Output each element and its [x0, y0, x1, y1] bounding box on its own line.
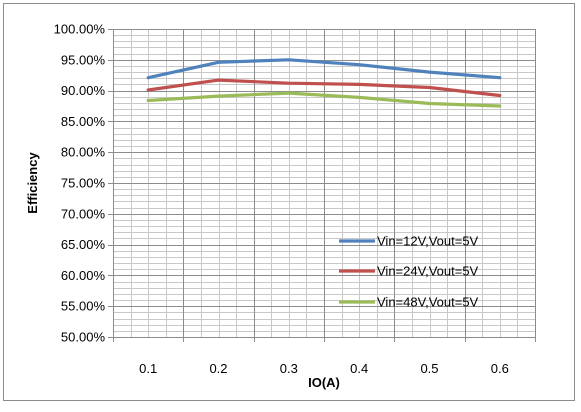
y-tick-label: 100.00%: [54, 22, 106, 37]
y-tick-label: 80.00%: [61, 145, 106, 160]
legend-label: Vin=48V,Vout=5V: [377, 295, 479, 310]
y-tick-label: 70.00%: [61, 206, 106, 221]
series-line: [146, 91, 502, 108]
x-axis-title: IO(A): [308, 375, 340, 390]
y-tick-label: 60.00%: [61, 268, 106, 283]
y-tick-label: 75.00%: [61, 176, 106, 191]
series-line: [146, 78, 502, 98]
series-line: [146, 58, 502, 80]
legend-label: Vin=12V,Vout=5V: [377, 234, 479, 249]
y-tick-label: 95.00%: [61, 52, 106, 67]
y-tick-label: 85.00%: [61, 114, 106, 129]
x-tick-label: 0.3: [280, 361, 298, 376]
x-tick-label: 0.4: [350, 361, 368, 376]
y-axis-ticks: 50.00% 55.00% 60.00% 65.00% 70.00% 75.00% 80.0…: [54, 22, 113, 345]
y-tick-label: 65.00%: [61, 237, 106, 252]
x-tick-label: 0.2: [209, 361, 227, 376]
x-axis-ticks: 0.1 0.2 0.3 0.4 0.5 0.6: [113, 337, 536, 376]
x-tick-label: 0.1: [139, 361, 157, 376]
x-tick-label: 0.5: [420, 361, 438, 376]
legend: Vin=12V,Vout=5V Vin=24V,Vout=5V Vin=48V,Vo…: [339, 234, 479, 310]
series-layer: [146, 58, 502, 108]
x-tick-label: 0.6: [491, 361, 509, 376]
y-axis-title: Efficiency: [25, 152, 40, 214]
y-tick-label: 90.00%: [61, 83, 106, 98]
y-tick-label: 55.00%: [61, 299, 106, 314]
legend-label: Vin=24V,Vout=5V: [377, 264, 479, 279]
y-tick-label: 50.00%: [61, 330, 106, 345]
